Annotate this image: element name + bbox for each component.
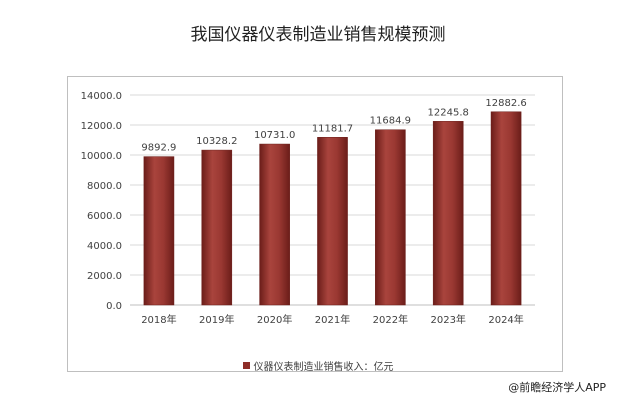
bar [259,143,290,306]
bar [490,111,522,306]
bars [143,111,522,306]
bar [143,156,175,306]
data-label: 11684.9 [370,116,411,127]
bar [317,137,348,306]
x-tick-label: 2020年 [257,313,292,326]
x-tick-label: 2019年 [199,313,234,326]
data-label: 10328.2 [196,136,237,147]
y-tick-label: 4000.0 [87,241,122,252]
x-tick-label: 2022年 [373,313,408,326]
chart-title: 我国仪器仪表制造业销售规模预测 [190,25,446,45]
y-tick-label: 12000.0 [81,121,122,132]
data-label: 12882.6 [485,98,526,109]
legend: 仪器仪表制造业销售收入：亿元 [0,358,636,373]
data-label: 11181.7 [312,123,353,134]
data-label: 12245.8 [428,107,469,118]
data-label: 9892.9 [141,143,176,154]
y-tick-label: 14000.0 [81,91,122,102]
bar [201,149,233,306]
y-tick-label: 8000.0 [87,181,122,192]
source-credit: @前瞻经济学人APP [508,381,606,394]
y-tick-label: 10000.0 [81,151,122,162]
y-tick-label: 0.0 [106,301,122,312]
x-axis: 2018年 2019年 2020年 2021年 2022年 2023年 2024年 [141,313,524,326]
y-tick-label: 6000.0 [87,211,122,222]
y-axis: 0.0 2000.0 4000.0 6000.0 8000.0 10000.0 12000.… [81,91,122,312]
data-labels: 9892.9 10328.2 10731.0 11181.7 11684.9 12245.… [141,98,526,154]
data-label: 10731.0 [254,130,295,141]
legend-label: 仪器仪表制造业销售收入：亿元 [253,362,394,373]
x-tick-label: 2024年 [488,313,523,326]
x-tick-label: 2023年 [430,313,465,326]
x-tick-label: 2021年 [315,313,350,326]
x-tick-label: 2018年 [141,313,176,326]
legend-swatch [242,362,250,369]
y-tick-label: 2000.0 [87,271,122,282]
bar [375,129,406,306]
bar [432,121,464,306]
